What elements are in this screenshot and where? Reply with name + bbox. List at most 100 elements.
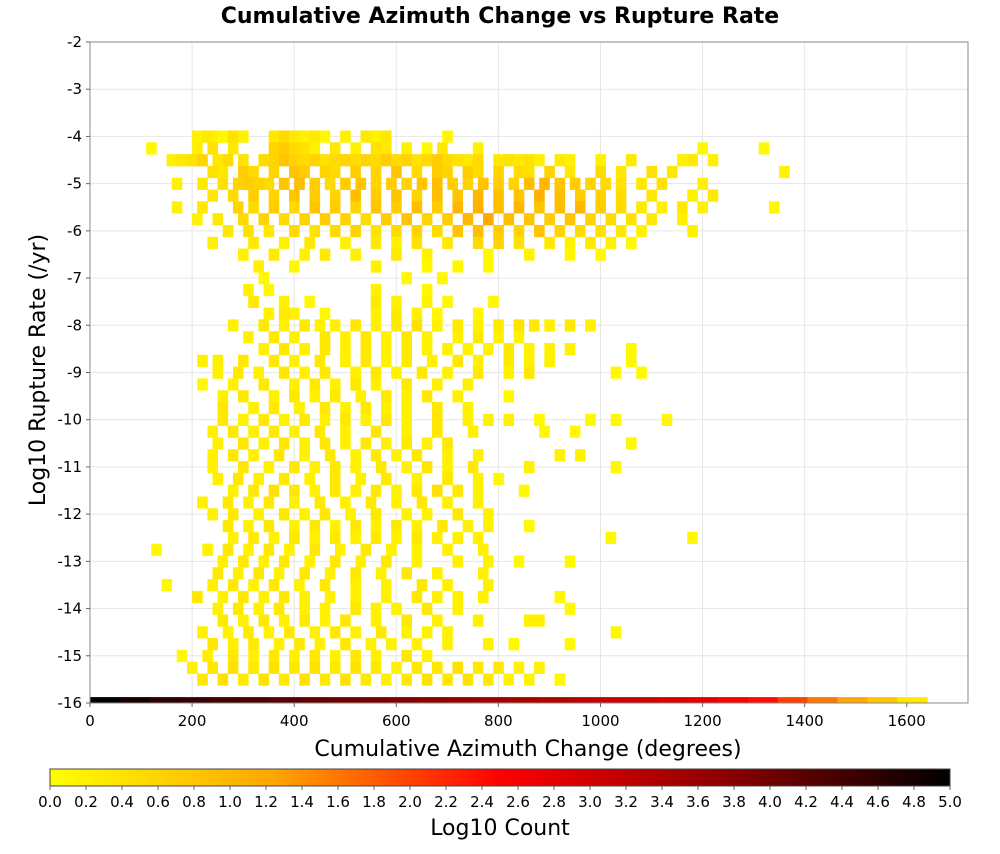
heatmap-cell [304,236,316,249]
heatmap-cell [472,484,484,497]
heatmap-cell [391,295,402,308]
heatmap-cell [299,602,310,615]
heatmap-cell [319,579,331,592]
heatmap-cell [747,697,779,703]
heatmap-cell [564,602,576,615]
heatmap-cell [472,614,484,627]
heatmap-cell [472,165,484,179]
heatmap-cell [289,189,300,202]
heatmap-cell [350,649,361,663]
heatmap-cell [442,236,453,249]
heatmap-cell [432,177,443,190]
heatmap-cell [283,543,295,556]
heatmap-cell [442,165,453,179]
heatmap-cell [299,130,310,143]
colorbar-tick-label: 1.2 [254,793,278,811]
x-tick-label: 200 [178,712,207,730]
heatmap-cell [503,342,515,356]
y-tick-label: -11 [58,458,83,476]
heatmap-cell [401,342,412,356]
heatmap-cell [355,472,367,486]
heatmap-cell [421,508,433,521]
heatmap-cell [263,177,275,190]
heatmap-cell [447,177,458,190]
heatmap-cell [192,142,203,155]
heatmap-cell [299,319,310,332]
heatmap-cell [442,496,453,509]
heatmap-cell [248,531,259,545]
heatmap-cell [380,154,392,167]
heatmap-cell [401,272,412,285]
heatmap-cell [432,378,443,391]
heatmap-cell [239,697,270,703]
heatmap-cell [401,331,412,344]
heatmap-cell [452,224,464,238]
heatmap-cell [452,602,464,615]
heatmap-cell [534,413,545,427]
heatmap-cell [554,154,566,167]
heatmap-cell [391,236,402,249]
heatmap-cell [483,342,494,356]
heatmap-cell [309,531,321,545]
heatmap-cell [197,673,208,686]
heatmap-cell [294,579,305,592]
heatmap-cell [380,390,392,403]
colorbar [49,768,951,787]
colorbar-tick-label: 1.4 [290,793,314,811]
heatmap-cell [345,508,356,521]
heatmap-cell [472,531,484,545]
x-axis-label: Cumulative Azimuth Change (degrees) [314,737,741,762]
colorbar-tick-label: 0.8 [182,793,206,811]
heatmap-cell [472,201,484,214]
heatmap-cell [278,307,290,320]
heatmap-cell [299,142,310,155]
heatmap-cell [483,579,494,592]
heatmap-cell [319,342,331,356]
heatmap-cell [437,272,448,285]
heatmap-cell [324,590,336,604]
heatmap-cell [554,224,566,238]
y-tick-label: -13 [58,552,83,570]
heatmap-cell [401,354,412,367]
heatmap-cell [401,378,412,391]
heatmap-cell [442,295,453,308]
heatmap-cell [248,236,259,249]
heatmap-cell [391,449,402,462]
heatmap-cell [238,248,249,261]
heatmap-cell [391,602,402,615]
heatmap-cell [534,661,545,674]
heatmap-cell [263,307,275,320]
heatmap-cell [483,413,494,427]
heatmap-cell [452,354,464,367]
heatmap-cell [340,437,351,450]
heatmap-cell [360,342,372,356]
heatmap-cell [432,425,443,438]
heatmap-cell [401,390,412,403]
heatmap-cell [197,201,208,214]
heatmap-cell [309,484,321,497]
heatmap-cell [149,697,181,703]
heatmap-cell [508,638,520,651]
heatmap-cell [421,248,433,261]
y-axis-ticks: -2 -3 -4 -5 -6 -7 -8 -9 -10 -11 -12 -13 -14 -15 -16 [58,33,90,712]
heatmap-cell [340,638,351,651]
heatmap-cell [569,425,581,438]
heatmap-cell [253,508,264,521]
colorbar-tick-label: 1.6 [326,793,350,811]
heatmap-cell [329,472,341,486]
heatmap-cell [370,236,382,249]
heatmap-cell [585,213,596,226]
heatmap-cell [289,461,300,474]
heatmap-cell [360,154,372,167]
heatmap-cell [283,626,295,639]
heatmap-cell [758,142,770,155]
heatmap-cell [309,224,321,238]
heatmap-cell [278,508,290,521]
x-tick-label: 1400 [786,712,824,730]
heatmap-cell [253,602,264,615]
heatmap-cell [238,154,249,167]
heatmap-cell [232,472,244,486]
heatmap-cell [350,626,361,639]
heatmap-cell [442,461,453,474]
heatmap-cell [452,555,464,568]
